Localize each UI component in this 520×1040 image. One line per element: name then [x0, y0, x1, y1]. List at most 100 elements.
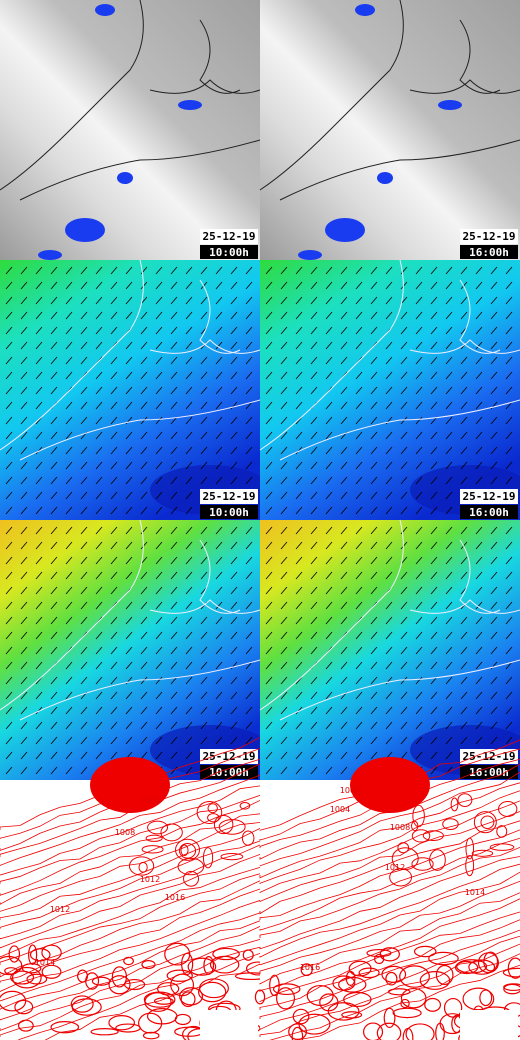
- wind-arrow: [245, 386, 253, 395]
- dense-isobar: [213, 815, 234, 835]
- wind-arrow: [445, 356, 453, 365]
- wind-arrow: [110, 541, 118, 550]
- wind-arrow: [155, 586, 163, 595]
- wind-arrow: [325, 266, 333, 275]
- wind-arrow: [50, 541, 58, 550]
- dense-isobar: [196, 801, 223, 825]
- wind-arrow: [340, 386, 348, 395]
- wind-arrow: [185, 556, 193, 565]
- wind-arrow: [5, 721, 13, 730]
- wind-arrow: [325, 676, 333, 685]
- dense-isobar: [138, 861, 148, 873]
- isobar: [259, 898, 520, 992]
- wind-arrow: [280, 601, 288, 610]
- wind-arrow: [35, 601, 43, 610]
- wind-arrow: [415, 751, 423, 760]
- wind-arrow: [170, 506, 178, 515]
- wind-arrow: [355, 736, 363, 745]
- isobar: [0, 920, 261, 1010]
- isobar: [259, 763, 520, 860]
- wind-arrow: [370, 541, 378, 550]
- wind-arrow: [355, 631, 363, 640]
- isobar: [259, 811, 520, 902]
- wind-arrow: [230, 601, 238, 610]
- wind-arrow: [230, 676, 238, 685]
- dense-isobar: [4, 967, 19, 975]
- wind-arrow: [230, 416, 238, 425]
- wind-arrow: [230, 311, 238, 320]
- wind-arrow: [65, 541, 73, 550]
- wind-arrow: [230, 706, 238, 715]
- wind-arrow: [310, 751, 318, 760]
- wind-arrow: [65, 476, 73, 485]
- wind-arrow: [445, 386, 453, 395]
- dense-isobar: [454, 960, 479, 975]
- wind-arrow: [170, 631, 178, 640]
- wind-arrow: [370, 266, 378, 275]
- time-box: [460, 765, 518, 779]
- wind-arrow: [325, 541, 333, 550]
- wind-arrow: [245, 736, 253, 745]
- wind-arrow: [35, 266, 43, 275]
- dense-isobar: [50, 1021, 80, 1034]
- wind-arrow: [490, 431, 498, 440]
- wind-arrow: [385, 721, 393, 730]
- wind-arrow: [185, 706, 193, 715]
- wind-arrow: [355, 266, 363, 275]
- dense-isobar: [291, 1026, 304, 1040]
- wind-arrow: [5, 326, 13, 335]
- wind-arrow: [140, 646, 148, 655]
- wind-arrow: [125, 476, 133, 485]
- wind-arrow: [460, 401, 468, 410]
- dense-isobar: [142, 1031, 160, 1040]
- wind-arrow: [385, 476, 393, 485]
- wind-arrow: [400, 616, 408, 625]
- wind-arrow: [310, 461, 318, 470]
- wind-arrow: [430, 706, 438, 715]
- wind-arrow: [475, 341, 483, 350]
- dense-isobar: [479, 989, 493, 1007]
- wind-arrow: [445, 491, 453, 500]
- wind-arrow: [490, 416, 498, 425]
- wind-arrow: [50, 721, 58, 730]
- wind-arrow: [65, 266, 73, 275]
- wind-arrow: [5, 431, 13, 440]
- wind-arrow: [35, 736, 43, 745]
- wind-arrow: [340, 571, 348, 580]
- wind-arrow: [325, 766, 333, 775]
- wind-arrow: [185, 461, 193, 470]
- wind-arrow: [475, 311, 483, 320]
- panel-background: [0, 780, 260, 1040]
- wind-arrow: [215, 461, 223, 470]
- wind-arrow: [280, 461, 288, 470]
- isobar: [259, 919, 520, 1010]
- dense-isobar: [422, 830, 444, 841]
- wind-arrow: [125, 556, 133, 565]
- dense-isobar: [288, 1023, 308, 1040]
- wind-arrow: [460, 526, 468, 535]
- wind-arrow: [170, 311, 178, 320]
- wind-arrow: [65, 766, 73, 775]
- wind-arrow: [125, 311, 133, 320]
- wind-arrow: [50, 341, 58, 350]
- wind-arrow: [370, 356, 378, 365]
- wind-arrow: [340, 356, 348, 365]
- wind-arrow: [155, 296, 163, 305]
- wind-arrow: [50, 461, 58, 470]
- wind-arrow: [445, 571, 453, 580]
- wind-arrow: [415, 571, 423, 580]
- dense-isobar: [450, 797, 459, 812]
- wind-arrow: [490, 296, 498, 305]
- dense-isobar: [465, 854, 475, 877]
- isobar-label: 1004: [140, 796, 160, 805]
- wind-arrow: [65, 721, 73, 730]
- wind-arrow: [355, 646, 363, 655]
- wind-arrow: [310, 311, 318, 320]
- wind-arrow: [5, 266, 13, 275]
- blank-box: [460, 1010, 518, 1040]
- wind-arrow: [245, 296, 253, 305]
- wind-arrow: [370, 506, 378, 515]
- wind-arrow: [230, 541, 238, 550]
- wind-arrow: [80, 706, 88, 715]
